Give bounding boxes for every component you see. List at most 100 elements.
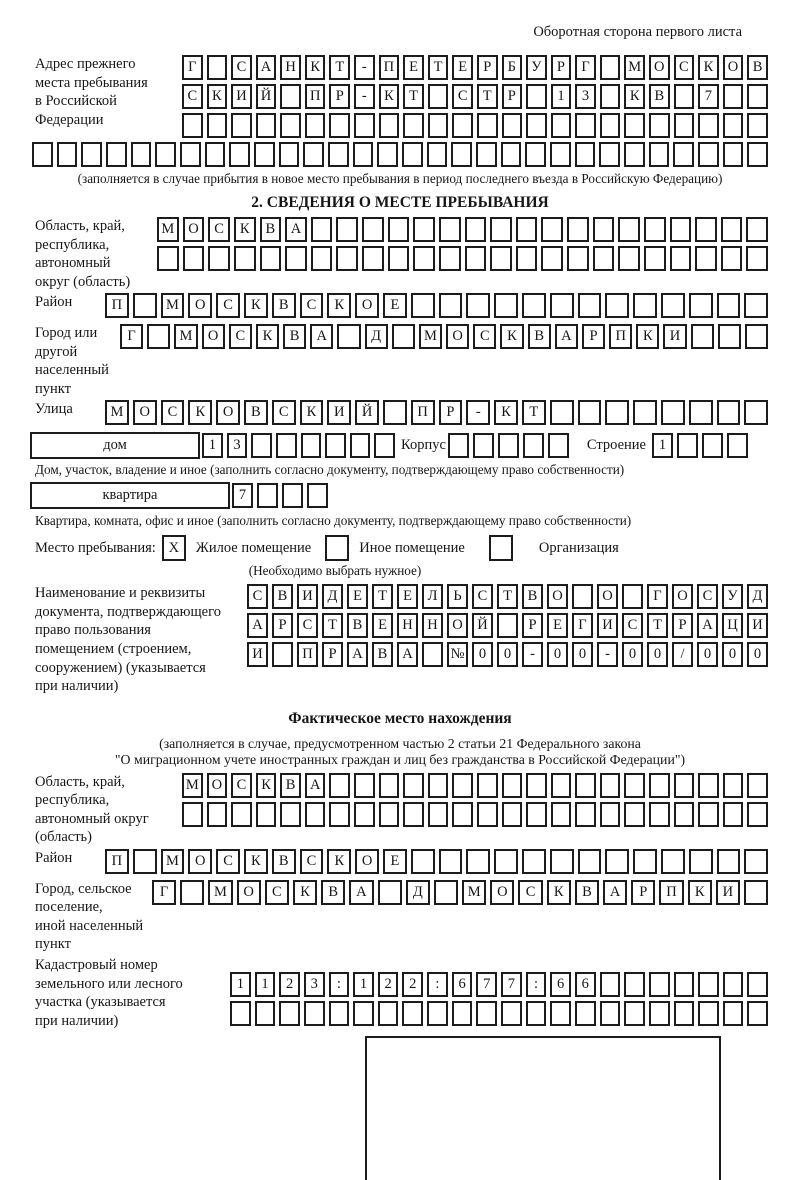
char-box: П — [304, 84, 326, 109]
char-box: С — [518, 879, 543, 905]
char-box — [476, 801, 498, 827]
char-box — [648, 972, 670, 998]
char-box: В — [648, 84, 670, 109]
factual-oblast-block: Область, край, республика, автономный ок… — [35, 772, 770, 847]
char-box — [673, 1001, 695, 1027]
char-box: 3 — [226, 433, 248, 459]
char-box — [329, 801, 351, 827]
char-box — [362, 217, 384, 242]
char-box — [230, 1001, 251, 1027]
char-box — [688, 848, 713, 874]
char-box: С — [231, 55, 252, 80]
char-box: 0 — [697, 642, 718, 668]
char-box — [427, 801, 449, 827]
char-box — [280, 113, 301, 138]
char-box — [633, 293, 657, 319]
char-box — [747, 772, 768, 798]
char-box — [541, 246, 563, 271]
char-box — [377, 1001, 399, 1027]
char-box: Е — [547, 613, 568, 639]
char-box: С — [473, 324, 497, 350]
char-box — [452, 801, 473, 827]
char-box: 0 — [647, 642, 668, 668]
char-box — [521, 848, 546, 874]
char-box — [438, 293, 463, 319]
char-box — [549, 293, 574, 319]
char-box — [329, 772, 351, 798]
char-box — [690, 324, 714, 350]
char-box — [106, 142, 127, 167]
char-box — [575, 113, 596, 138]
char-box: 6 — [451, 972, 473, 998]
char-box — [354, 772, 375, 798]
char-box — [337, 324, 361, 350]
char-box — [633, 400, 657, 426]
char-box — [549, 400, 574, 426]
char-box: С — [264, 879, 289, 905]
char-box — [354, 801, 375, 827]
char-box — [182, 113, 203, 138]
char-box — [622, 584, 643, 610]
char-box — [413, 246, 435, 271]
ulitsa-label: Улица — [35, 401, 73, 418]
char-box — [304, 801, 326, 827]
char-box: О — [597, 584, 618, 610]
char-box: П — [609, 324, 633, 350]
char-box — [452, 113, 473, 138]
char-box — [182, 801, 203, 827]
char-box — [673, 84, 695, 109]
kadastr-block: Кадастровый номер земельного или лесного… — [35, 956, 770, 1030]
char-box — [349, 433, 371, 459]
oblast-label: Область, край, республика, автономный ок… — [35, 218, 131, 290]
char-box — [132, 293, 157, 319]
char-box: И — [597, 613, 618, 639]
char-box: К — [188, 400, 213, 426]
char-box — [378, 772, 400, 798]
char-box — [476, 142, 497, 167]
char-grid: 7 — [230, 483, 330, 509]
char-box — [422, 642, 443, 668]
char-box: О — [182, 217, 205, 242]
char-box: О — [236, 879, 261, 905]
char-box: С — [673, 55, 695, 80]
char-box: О — [201, 324, 225, 350]
char-box: М — [160, 293, 185, 319]
char-box — [304, 113, 326, 138]
char-box — [648, 142, 670, 167]
char-box — [567, 217, 589, 242]
prev-address-label: Адрес прежнего места пребывания в Россий… — [35, 56, 148, 128]
char-box — [624, 801, 645, 827]
char-box — [438, 246, 461, 271]
char-box — [747, 1001, 769, 1027]
char-box: С — [216, 848, 240, 874]
char-box: О — [547, 584, 568, 610]
char-box — [56, 142, 78, 167]
char-box: М — [418, 324, 443, 350]
char-box — [716, 848, 741, 874]
char-box — [660, 293, 685, 319]
char-box — [698, 142, 719, 167]
char-box — [550, 1001, 571, 1027]
char-box — [130, 142, 152, 167]
char-box: А — [347, 642, 368, 668]
char-box: Г — [182, 55, 203, 80]
char-box — [698, 113, 719, 138]
char-box: В — [574, 879, 599, 905]
dom-caption: Дом, участок, владение и иное (заполнить… — [35, 462, 625, 478]
char-box: О — [355, 848, 379, 874]
char-box — [282, 483, 303, 509]
char-box — [624, 972, 645, 998]
char-box: С — [216, 293, 240, 319]
char-box — [744, 400, 769, 426]
option-zhiloe-label: Жилое помещение — [195, 539, 312, 556]
char-box: Т — [329, 55, 351, 80]
char-box: М — [174, 324, 198, 350]
char-box: Т — [521, 400, 546, 426]
char-box — [574, 1001, 596, 1027]
char-box: С — [452, 84, 473, 109]
char-box: У — [526, 55, 547, 80]
char-grid — [228, 1001, 770, 1027]
char-box: К — [255, 772, 277, 798]
